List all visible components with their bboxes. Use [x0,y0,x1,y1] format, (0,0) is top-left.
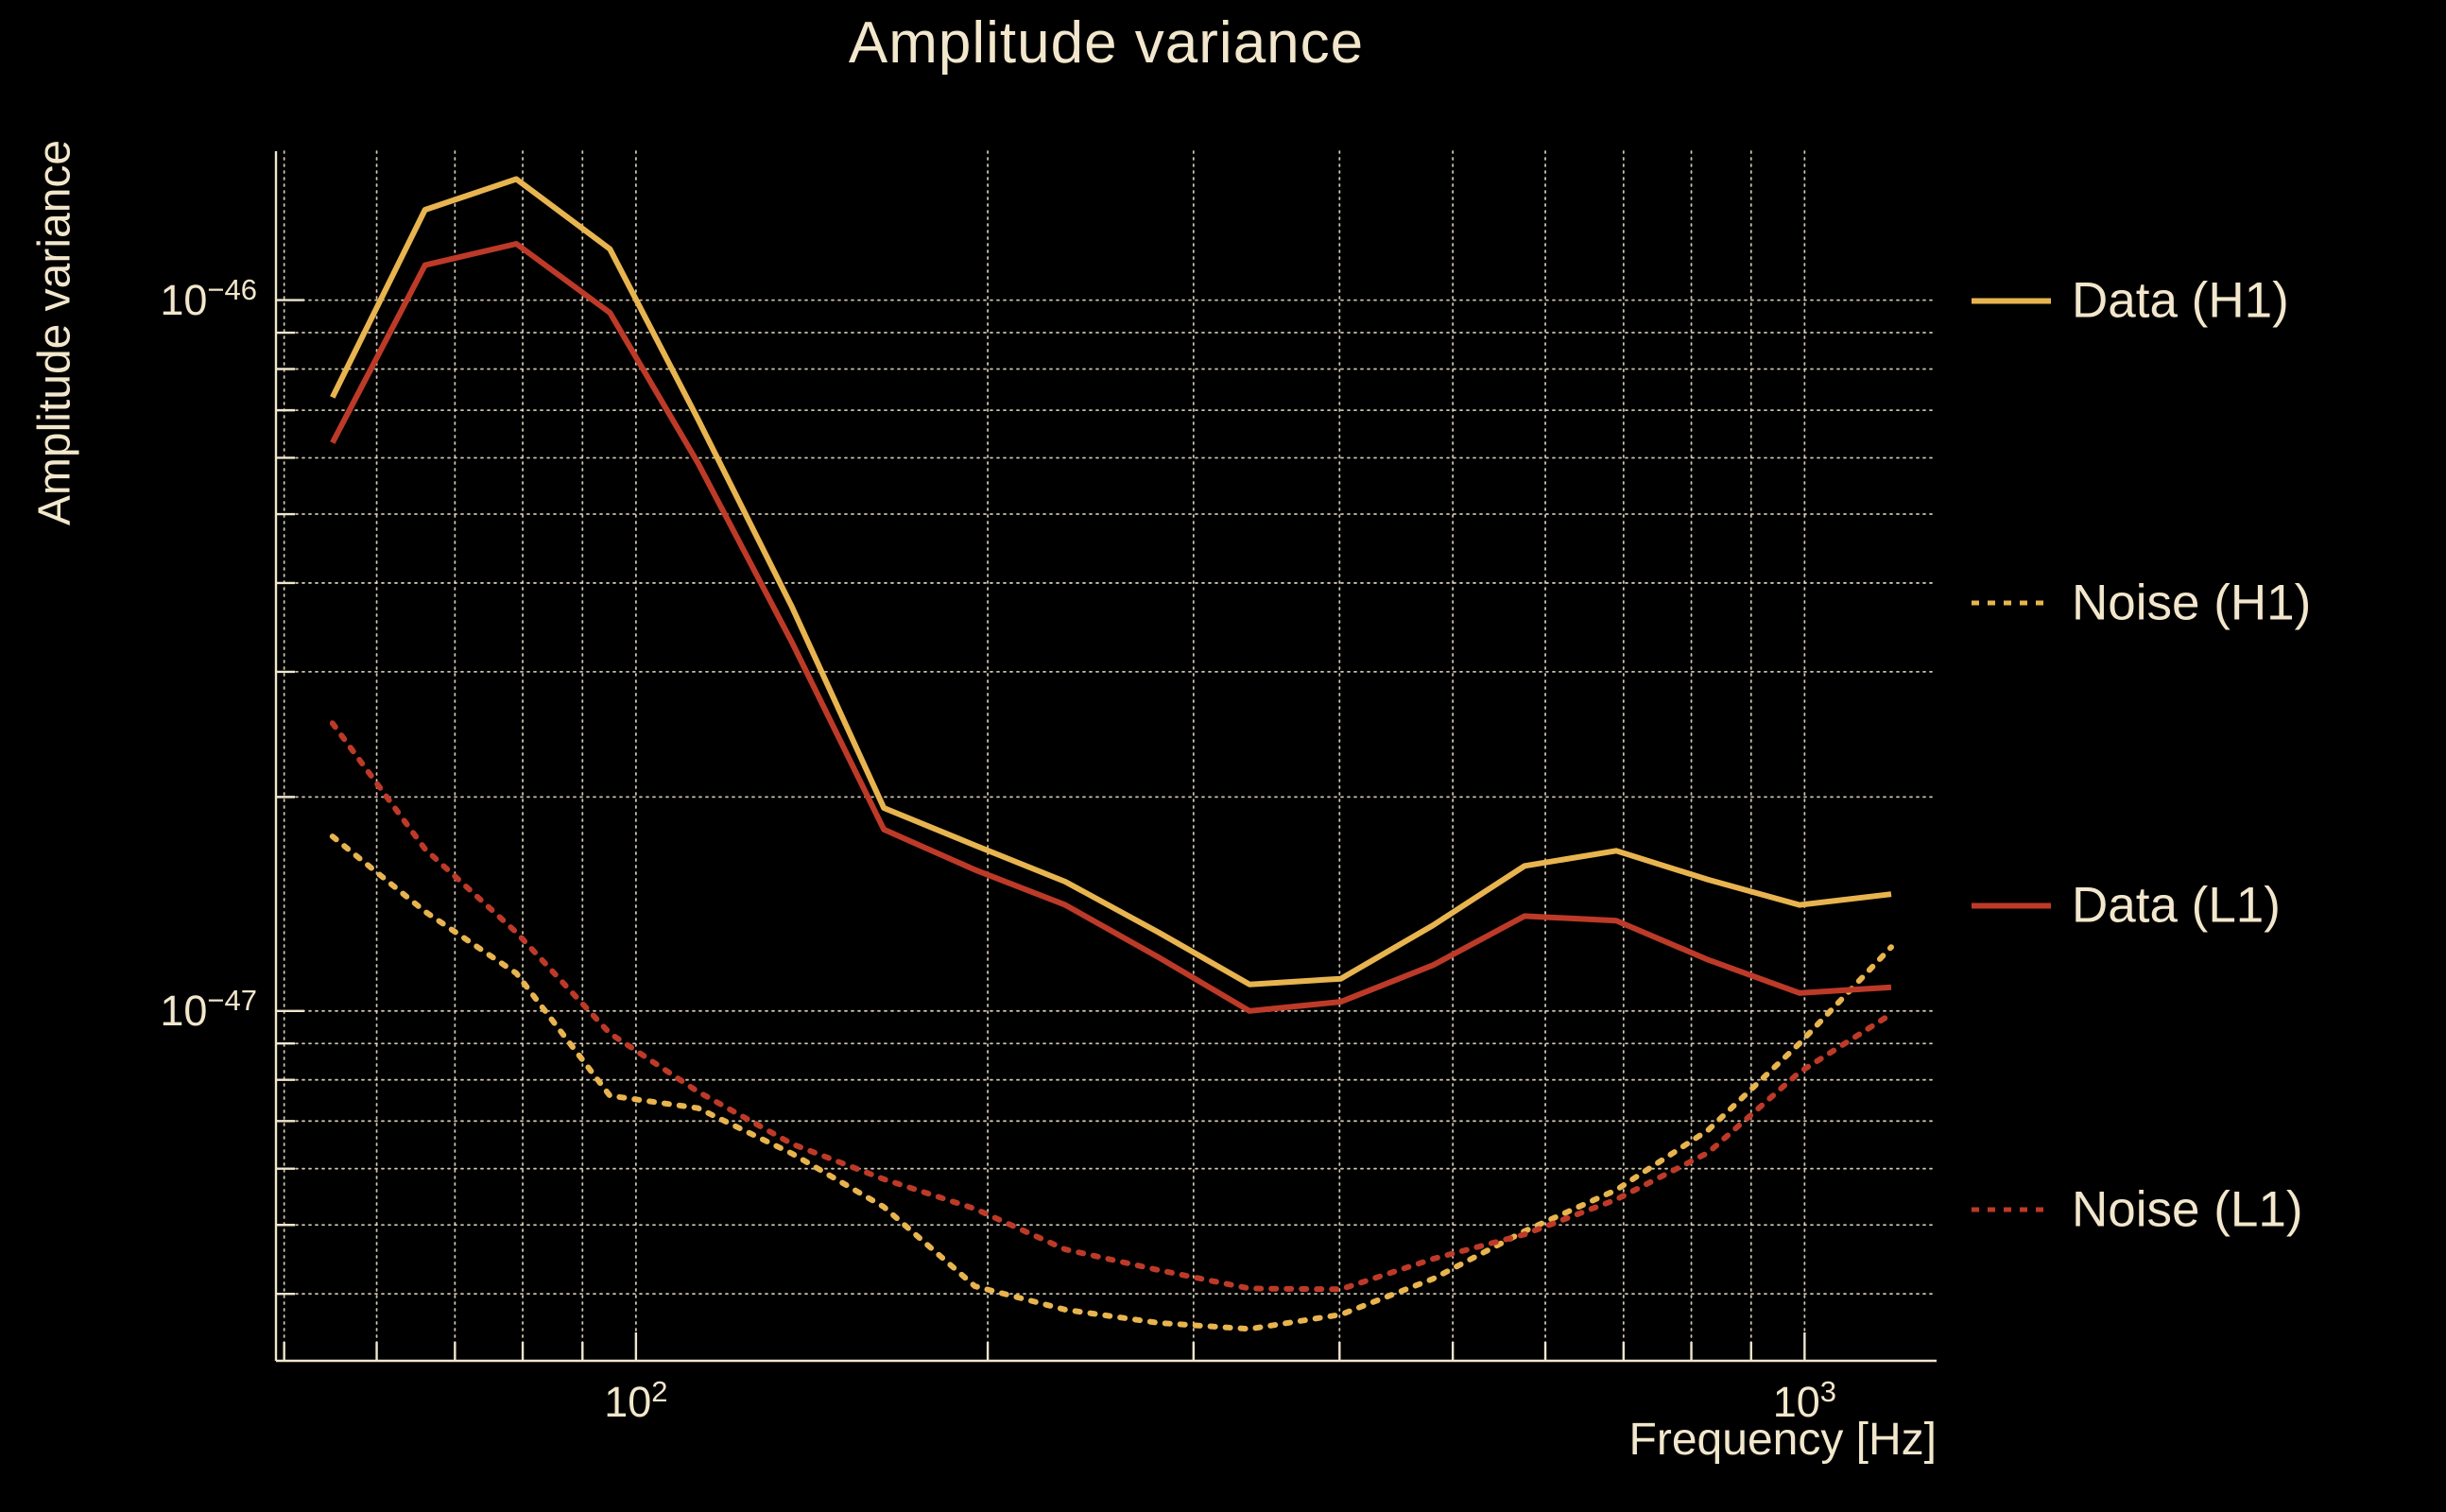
y-tick-label: 10−47 [160,983,257,1035]
series-data-l1- [330,241,1892,1014]
legend-label: Noise (H1) [2072,575,2312,631]
y-tick-label: 10−46 [160,272,257,324]
solid-line-swatch [1972,902,2051,908]
legend-item-noise-l1-: Noise (L1) [1972,1181,2302,1239]
legend-item-data-l1-: Data (L1) [1972,877,2281,935]
legend-label: Data (L1) [2072,877,2281,934]
legend-item-noise-h1-: Noise (H1) [1972,575,2311,632]
legend-label: Data (H1) [2072,272,2289,329]
dotted-line-swatch [1972,1207,2051,1212]
x-axis-label: Frequency [Hz] [1628,1415,1937,1465]
chart-title: Amplitude variance [848,10,1365,76]
x-tick-label: 102 [604,1375,668,1426]
series-noise-h1- [329,833,1894,1332]
legend-item-data-h1-: Data (H1) [1972,272,2289,330]
y-axis-label: Amplitude variance [29,139,80,526]
series-noise-l1- [329,720,1894,1293]
solid-line-swatch [1972,298,2051,303]
series-data-h1- [330,176,1892,988]
legend-label: Noise (L1) [2072,1181,2303,1238]
x-tick-label: 103 [1772,1375,1836,1426]
dotted-line-swatch [1972,600,2051,606]
